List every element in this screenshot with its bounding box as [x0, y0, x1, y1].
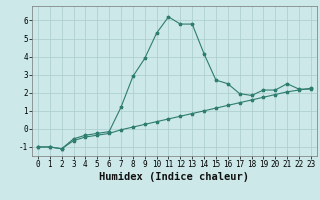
X-axis label: Humidex (Indice chaleur): Humidex (Indice chaleur) [100, 172, 249, 182]
